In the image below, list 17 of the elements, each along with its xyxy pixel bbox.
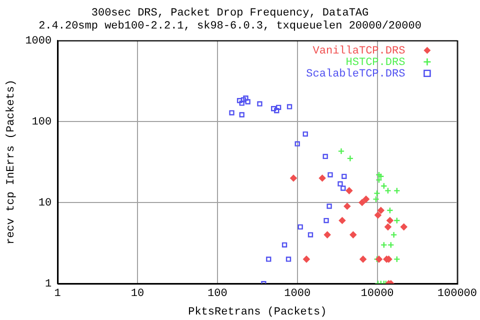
chart-title: 300sec DRS, Packet Drop Frequency, DataTAG xyxy=(91,8,369,20)
y-tick-label: 10 xyxy=(38,197,52,210)
x-tick-label: 100 xyxy=(208,288,228,300)
x-tick-label: 1000 xyxy=(284,288,311,300)
x-tick-label: 1 xyxy=(54,288,62,300)
y-tick-label: 100 xyxy=(32,116,52,128)
y-axis-title: recv tcp InErrs (Packets) xyxy=(6,79,18,245)
y-tick-label: 1000 xyxy=(25,35,52,48)
x-tick-label: 10000 xyxy=(360,288,394,300)
chart-subtitle: 2.4.20smp web100-2.2.1, sk98-6.0.3, txqueuelen 20000/20000 xyxy=(38,20,422,33)
legend-label: ScalableTCP.DRS xyxy=(306,68,406,80)
legend-label: VanillaTCP.DRS xyxy=(312,45,406,58)
x-axis-title: PktsRetrans (Packets) xyxy=(188,306,327,318)
x-tick-label: 100000 xyxy=(437,288,477,300)
legend-label: HSTCP.DRS xyxy=(346,56,406,69)
x-tick-label: 10 xyxy=(130,288,144,300)
y-tick-label: 1 xyxy=(44,278,52,291)
